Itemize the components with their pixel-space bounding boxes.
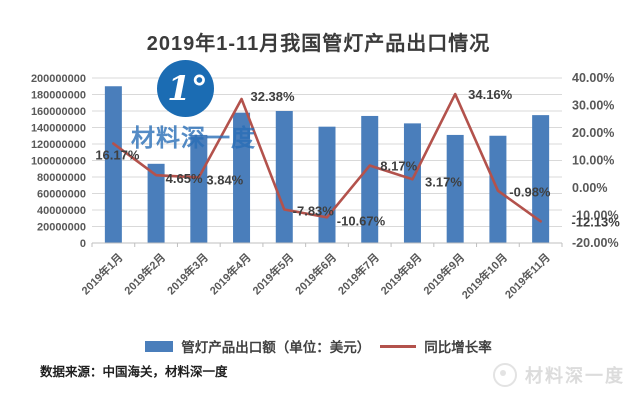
- chart-title: 2019年1-11月我国管灯产品出口情况: [146, 33, 491, 55]
- growth-data-label: -7.83%: [293, 204, 335, 219]
- bar: [275, 111, 293, 243]
- bar: [318, 126, 336, 243]
- growth-data-label: -12.13%: [571, 214, 620, 229]
- right-axis-tick-label: -20.00%: [572, 236, 619, 250]
- watermark-overlay-text: 材料深一度: [131, 123, 256, 152]
- watermark-logo-icon: [493, 363, 517, 387]
- right-axis-tick-label: 0.00%: [572, 181, 607, 195]
- x-axis-category-label: 2019年6月: [292, 250, 339, 297]
- growth-data-label: -10.67%: [337, 213, 386, 228]
- left-axis-tick-label: 0: [80, 238, 86, 250]
- x-axis-category-label: 2019年5月: [249, 250, 296, 297]
- right-axis-tick-label: -10.00%: [572, 209, 619, 223]
- x-axis-category-label: 2019年4月: [207, 250, 254, 297]
- x-axis-category-label: 2019年9月: [420, 250, 467, 297]
- growth-data-label: 3.17%: [425, 174, 462, 189]
- right-axis-tick-label: 30.00%: [572, 99, 614, 113]
- bar-series-swatch: [145, 340, 174, 352]
- right-axis-tick-label: 20.00%: [572, 126, 614, 140]
- x-axis-category-label: 2019年11月: [502, 250, 553, 301]
- right-axis-tick-label: 10.00%: [572, 154, 614, 168]
- left-axis-tick-label: 180000000: [31, 90, 86, 102]
- bar: [104, 86, 122, 243]
- left-axis-tick-label: 160000000: [31, 106, 86, 118]
- legend-label-growth: 同比增长率: [424, 340, 492, 355]
- x-axis-category-label: 2019年10月: [459, 250, 510, 301]
- left-axis-tick-label: 20000000: [37, 222, 86, 234]
- bar: [403, 123, 421, 243]
- data-source-note: 数据来源：中国海关，材料深一度: [40, 365, 228, 379]
- right-axis-tick-label: 40.00%: [572, 71, 614, 85]
- growth-data-label: 16.17%: [95, 148, 140, 163]
- bar: [361, 115, 379, 243]
- x-axis-category-label: 2019年1月: [78, 250, 125, 297]
- left-axis-tick-label: 40000000: [37, 205, 86, 217]
- chart-legend: 管灯产品出口额（单位：美元） 同比增长率: [0, 336, 637, 356]
- footer-watermark-text: 材料深一度: [525, 366, 625, 387]
- footer-watermark: 材料深一度: [493, 362, 625, 388]
- left-axis-tick-label: 60000000: [37, 189, 86, 201]
- growth-data-label: -0.98%: [509, 185, 551, 200]
- growth-data-label: 3.84%: [206, 172, 243, 187]
- left-axis-tick-label: 200000000: [31, 73, 86, 85]
- growth-rate-line: [112, 92, 542, 223]
- legend-item-growth: 同比增长率: [380, 336, 492, 356]
- bar: [532, 115, 550, 243]
- bar: [190, 134, 208, 243]
- bar: [446, 134, 464, 243]
- x-axis-category-label: 2019年8月: [377, 250, 424, 297]
- growth-data-label: 8.17%: [380, 159, 417, 174]
- left-axis-tick-label: 140000000: [31, 123, 86, 135]
- left-axis-tick-label: 80000000: [37, 172, 86, 184]
- growth-data-label: 4.65%: [166, 171, 203, 186]
- legend-label-export: 管灯产品出口额（单位：美元）: [181, 340, 371, 355]
- bar: [233, 112, 251, 244]
- watermark-circle-logo: 1°: [157, 60, 214, 117]
- x-axis-category-label: 2019年7月: [335, 250, 382, 297]
- x-axis-category-label: 2019年2月: [121, 250, 168, 297]
- growth-data-label: 32.38%: [250, 89, 295, 104]
- watermark-circle-text: 1°: [167, 68, 208, 109]
- growth-data-label: 34.16%: [468, 87, 513, 102]
- x-axis-category-label: 2019年3月: [164, 250, 211, 297]
- left-axis-tick-label: 120000000: [31, 139, 86, 151]
- legend-item-export: 管灯产品出口额（单位：美元）: [145, 336, 370, 356]
- left-axis-tick-label: 100000000: [31, 156, 86, 168]
- bar: [147, 163, 165, 243]
- line-series-swatch: [380, 344, 417, 348]
